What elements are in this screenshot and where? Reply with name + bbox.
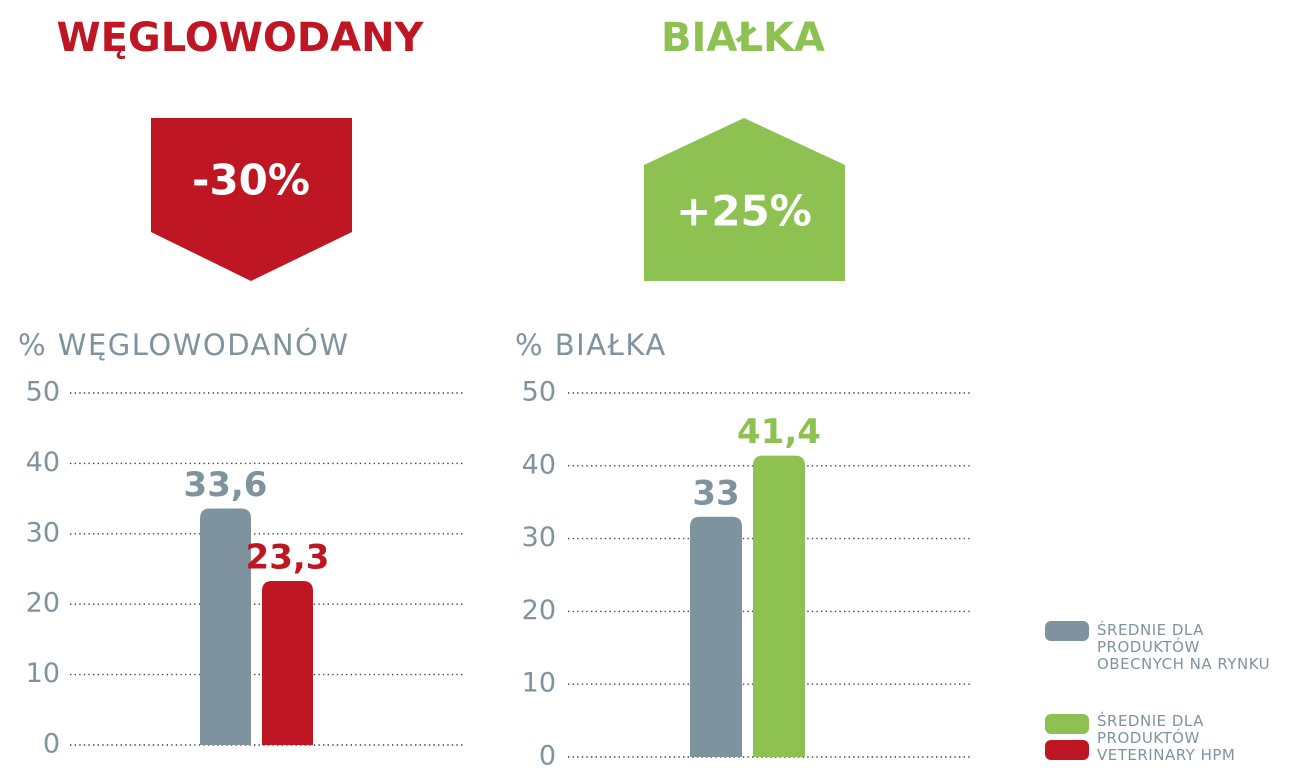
value-label: 41,4 (737, 412, 821, 452)
y-tick-label: 40 (522, 449, 556, 480)
value-label: 23,3 (246, 537, 330, 577)
y-tick-label: 50 (26, 377, 60, 408)
y-tick-label: 40 (26, 447, 60, 478)
bar (690, 516, 742, 757)
badge-label: +25% (676, 187, 812, 236)
badge (151, 118, 352, 281)
y-tick-label: 30 (522, 522, 556, 553)
y-tick-label: 10 (522, 668, 556, 699)
bar (200, 508, 251, 745)
value-label: 33 (692, 473, 739, 513)
y-tick-label: 20 (26, 588, 60, 619)
legend-swatch (1045, 621, 1089, 641)
value-label: 33,6 (184, 465, 268, 505)
legend-swatch (1045, 740, 1089, 760)
badge-label: -30% (192, 156, 310, 205)
legend-swatch (1045, 714, 1089, 734)
y-tick-label: 0 (43, 729, 60, 760)
y-tick-label: 0 (539, 741, 556, 772)
y-tick-label: 10 (26, 658, 60, 689)
chart-heading: BIAŁKA (661, 15, 825, 61)
y-tick-label: 50 (522, 377, 556, 408)
chart-title: % BIAŁKA (515, 328, 667, 362)
y-tick-label: 30 (26, 517, 60, 548)
badge (644, 118, 845, 281)
legend-label: ŚREDNIE DLA PRODUKTÓW VETERINARY HPM (1097, 712, 1236, 764)
chart-heading: WĘGLOWODANY (56, 15, 424, 61)
y-tick-label: 20 (522, 595, 556, 626)
chart-title: % WĘGLOWODANÓW (18, 328, 350, 362)
legend-label: ŚREDNIE DLA PRODUKTÓW OBECNYCH NA RYNKU (1097, 621, 1271, 673)
bar (262, 580, 313, 745)
bar (753, 455, 805, 757)
